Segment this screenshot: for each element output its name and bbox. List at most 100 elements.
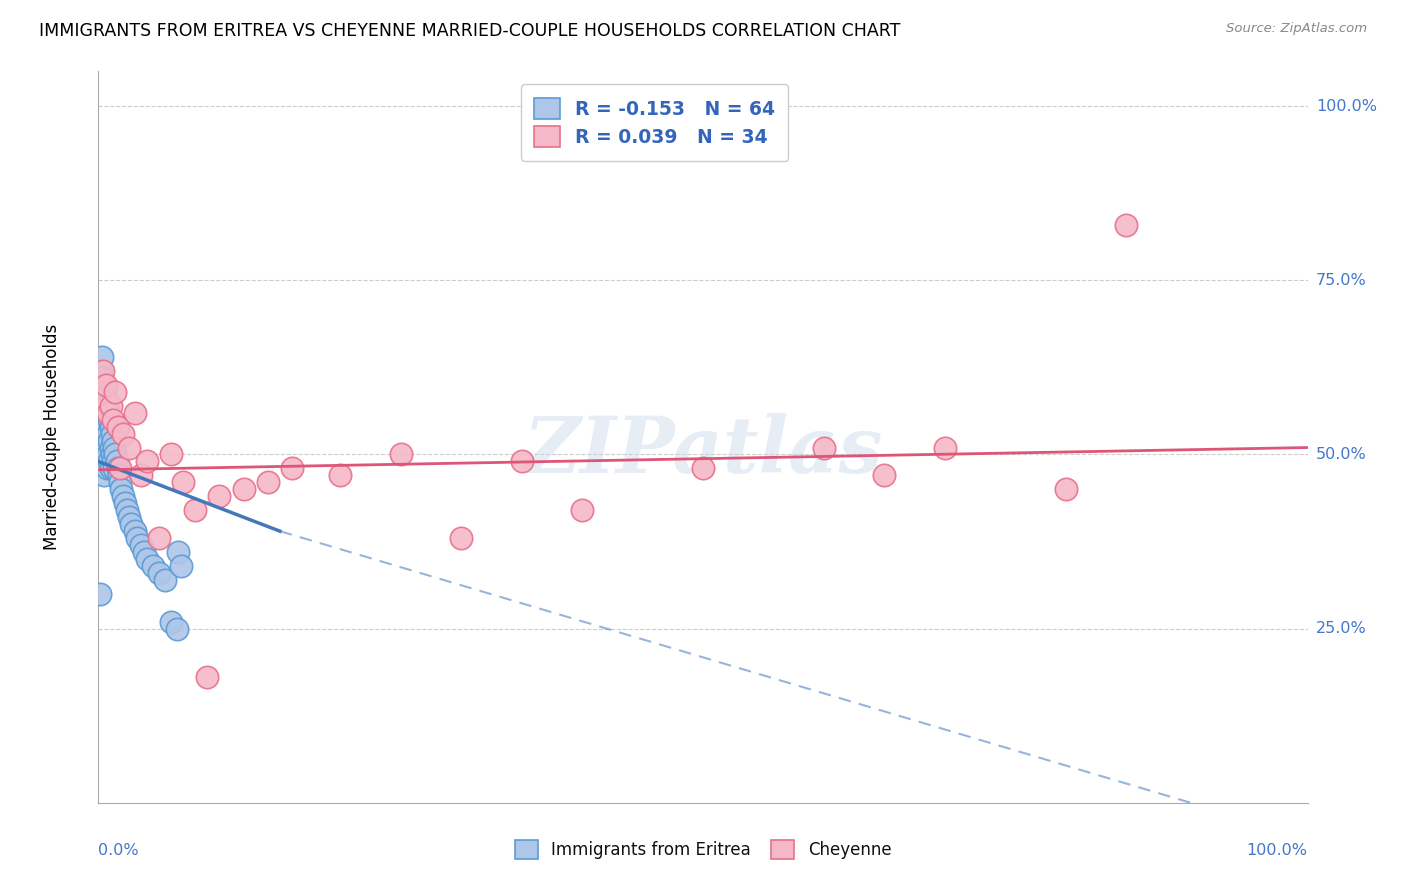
Point: [1054, 483, 1077, 497]
Point: [91, 434, 114, 448]
Point: [184, 503, 207, 517]
Point: [103, 441, 125, 455]
Point: [100, 441, 122, 455]
Point: [120, 517, 142, 532]
Point: [90, 392, 112, 406]
Point: [103, 461, 125, 475]
Text: ZIPatlas: ZIPatlas: [523, 414, 883, 490]
Text: Married-couple Households: Married-couple Households: [44, 324, 62, 550]
Text: 100.0%: 100.0%: [1316, 99, 1376, 113]
Point: [104, 448, 127, 462]
Point: [127, 531, 149, 545]
Point: [97, 448, 120, 462]
Point: [93, 448, 115, 462]
Point: [100, 426, 122, 441]
Point: [98, 454, 121, 468]
Point: [167, 545, 190, 559]
Text: 25.0%: 25.0%: [1316, 621, 1367, 636]
Point: [101, 454, 124, 468]
Point: [94, 412, 117, 426]
Point: [93, 384, 115, 399]
Point: [873, 468, 896, 483]
Point: [93, 406, 115, 420]
Point: [111, 489, 134, 503]
Point: [100, 461, 122, 475]
Point: [135, 552, 157, 566]
Point: [110, 483, 132, 497]
Point: [571, 503, 593, 517]
Point: [97, 426, 120, 441]
Point: [160, 615, 183, 629]
Text: 0.0%: 0.0%: [98, 843, 139, 858]
Point: [91, 412, 114, 426]
Point: [256, 475, 278, 490]
Point: [105, 454, 128, 468]
Point: [93, 426, 115, 441]
Point: [117, 503, 139, 517]
Point: [232, 483, 254, 497]
Point: [96, 419, 118, 434]
Point: [96, 461, 118, 475]
Point: [160, 448, 183, 462]
Point: [108, 461, 131, 475]
Legend: Immigrants from Eritrea, Cheyenne: Immigrants from Eritrea, Cheyenne: [506, 831, 900, 868]
Point: [934, 441, 956, 455]
Point: [107, 419, 129, 434]
Point: [98, 412, 121, 426]
Point: [172, 475, 194, 490]
Point: [129, 468, 152, 483]
Point: [91, 399, 114, 413]
Point: [450, 531, 472, 545]
Point: [148, 531, 170, 545]
Point: [148, 566, 170, 580]
Point: [90, 364, 112, 378]
Point: [166, 622, 188, 636]
Point: [134, 545, 156, 559]
Point: [111, 426, 134, 441]
Point: [91, 371, 114, 385]
Point: [114, 496, 136, 510]
Point: [89, 587, 111, 601]
Text: 100.0%: 100.0%: [1247, 843, 1308, 858]
Point: [118, 510, 141, 524]
Point: [389, 448, 412, 462]
Point: [124, 524, 146, 538]
Point: [195, 670, 218, 684]
Point: [100, 448, 122, 462]
Point: [100, 399, 122, 413]
Point: [142, 558, 165, 573]
Point: [108, 468, 131, 483]
Point: [94, 434, 117, 448]
Point: [91, 441, 114, 455]
Point: [153, 573, 176, 587]
Point: [98, 434, 121, 448]
Point: [510, 454, 533, 468]
Point: [93, 468, 115, 483]
Point: [91, 377, 114, 392]
Point: [813, 441, 835, 455]
Point: [94, 377, 117, 392]
Point: [169, 558, 191, 573]
Point: [100, 419, 122, 434]
Point: [91, 419, 114, 434]
Point: [118, 441, 141, 455]
Text: 75.0%: 75.0%: [1316, 273, 1367, 288]
Point: [1115, 218, 1137, 232]
Point: [91, 392, 114, 406]
Point: [91, 350, 114, 364]
Point: [90, 406, 112, 420]
Point: [208, 489, 231, 503]
Point: [281, 461, 304, 475]
Point: [101, 434, 124, 448]
Point: [135, 454, 157, 468]
Point: [124, 406, 146, 420]
Text: IMMIGRANTS FROM ERITREA VS CHEYENNE MARRIED-COUPLE HOUSEHOLDS CORRELATION CHART: IMMIGRANTS FROM ERITREA VS CHEYENNE MARR…: [39, 22, 901, 40]
Point: [108, 475, 131, 490]
Point: [129, 538, 152, 552]
Point: [94, 454, 117, 468]
Point: [90, 384, 112, 399]
Point: [96, 441, 118, 455]
Point: [97, 406, 120, 420]
Text: Source: ZipAtlas.com: Source: ZipAtlas.com: [1226, 22, 1367, 36]
Point: [101, 412, 124, 426]
